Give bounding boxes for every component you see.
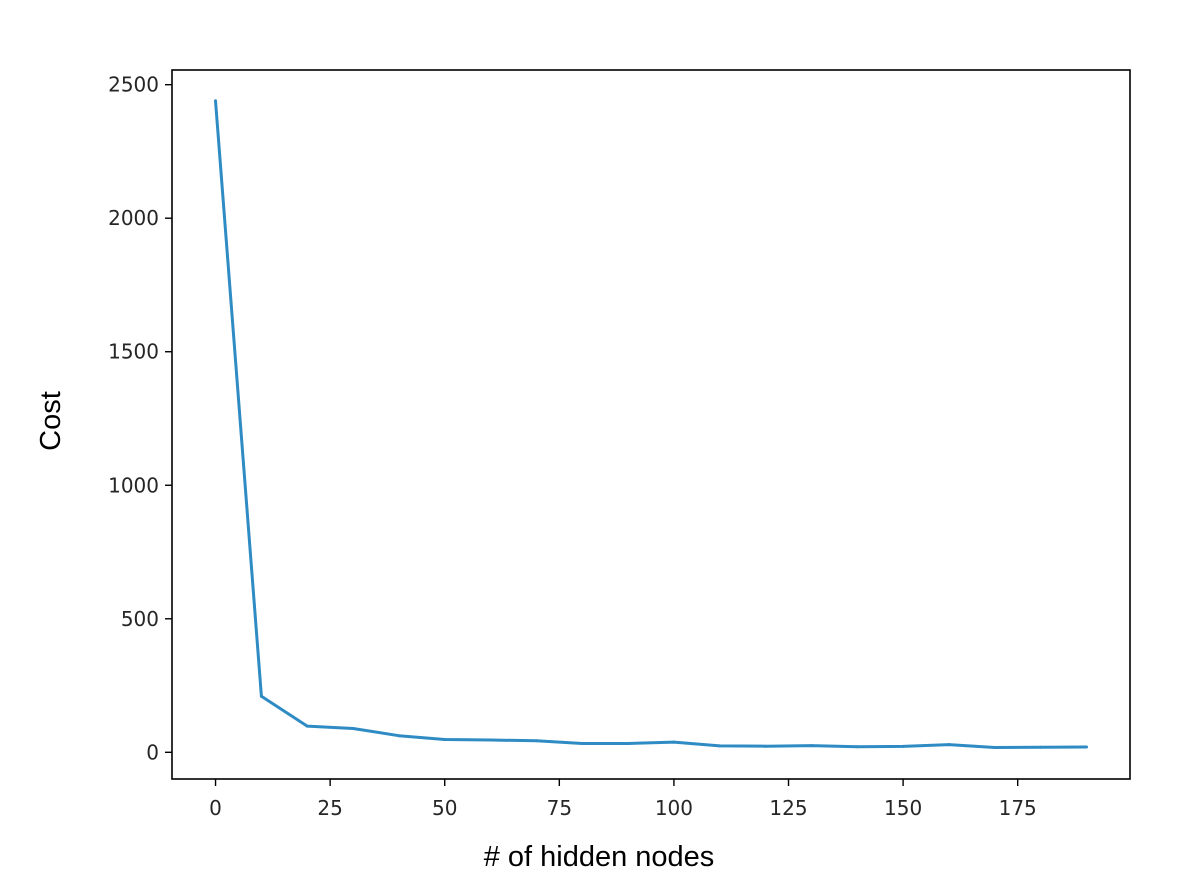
plot-area — [171, 69, 1131, 780]
data-point — [855, 745, 859, 749]
axes-frame — [171, 69, 1131, 780]
data-point — [901, 744, 905, 748]
data-point — [1085, 745, 1088, 749]
data-point — [672, 740, 676, 744]
data-point — [214, 99, 217, 103]
x-tick-label: 150 — [884, 796, 922, 820]
data-point — [764, 744, 768, 748]
x-tick-label: 100 — [655, 796, 693, 820]
y-axis-ticks: 0 500 1000 1500 2000 2500 — [108, 73, 172, 764]
y-axis-label: Cost — [35, 391, 67, 451]
y-tick-label: 500 — [121, 607, 159, 631]
data-point — [489, 738, 493, 742]
data-point — [718, 744, 722, 748]
data-point — [397, 734, 401, 738]
x-tick-label: 25 — [317, 796, 342, 820]
data-point — [580, 742, 584, 745]
data-point — [947, 743, 951, 747]
data-point — [305, 724, 309, 728]
x-axis-label: # of hidden nodes — [484, 841, 715, 873]
y-tick-label: 0 — [146, 740, 159, 764]
data-point — [809, 744, 813, 748]
y-tick-label: 1500 — [108, 340, 159, 364]
x-axis-ticks: 0 25 50 75 100 125 150 175 — [209, 779, 1037, 820]
data-point — [993, 746, 997, 749]
x-tick-label: 0 — [209, 796, 222, 820]
x-tick-label: 125 — [769, 796, 807, 820]
x-tick-label: 175 — [999, 796, 1037, 820]
data-point — [351, 727, 355, 730]
data-point — [534, 739, 538, 743]
x-tick-label: 75 — [547, 796, 572, 820]
y-tick-label: 2500 — [108, 73, 159, 97]
series-line-0 — [214, 100, 1087, 749]
data-point — [259, 694, 263, 698]
data-point — [443, 738, 447, 741]
x-tick-label: 50 — [432, 796, 457, 820]
data-point — [1039, 745, 1043, 749]
y-tick-label: 2000 — [108, 206, 159, 230]
y-tick-label: 1000 — [108, 473, 159, 497]
data-point — [626, 742, 630, 745]
